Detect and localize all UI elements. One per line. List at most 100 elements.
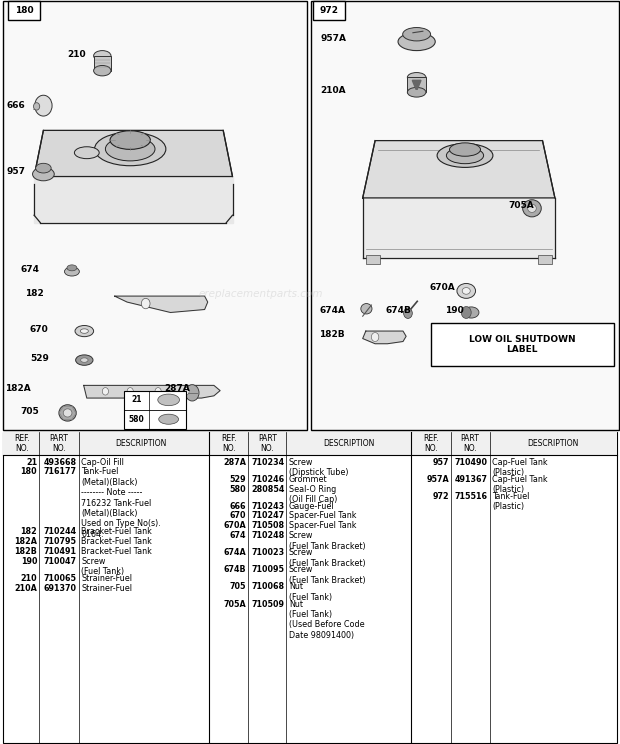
- Ellipse shape: [446, 147, 484, 164]
- Text: 21: 21: [131, 395, 141, 405]
- Text: 670: 670: [30, 325, 48, 334]
- Ellipse shape: [528, 205, 536, 213]
- Text: 287A: 287A: [164, 384, 190, 393]
- Text: 666: 666: [229, 501, 246, 510]
- Polygon shape: [412, 80, 421, 89]
- Text: 580: 580: [229, 484, 246, 493]
- Text: Nut
(Fuel Tank): Nut (Fuel Tank): [289, 583, 332, 602]
- Text: 210A: 210A: [321, 86, 346, 95]
- Text: 670A: 670A: [429, 283, 455, 292]
- Text: PART
NO.: PART NO.: [50, 434, 68, 453]
- Text: 715516: 715516: [455, 492, 488, 501]
- Text: Seal-O Ring
(Oil Fill Cap): Seal-O Ring (Oil Fill Cap): [289, 484, 337, 504]
- Text: 529: 529: [229, 475, 246, 484]
- Bar: [311, 1, 619, 430]
- Text: 674: 674: [229, 531, 246, 540]
- Ellipse shape: [463, 307, 479, 318]
- Ellipse shape: [463, 287, 470, 294]
- Ellipse shape: [63, 409, 72, 417]
- Text: 710068: 710068: [252, 583, 285, 591]
- Ellipse shape: [398, 33, 435, 51]
- Bar: [431, 323, 614, 366]
- Ellipse shape: [33, 167, 55, 181]
- Text: Screw
(Dipstick Tube): Screw (Dipstick Tube): [289, 458, 348, 477]
- Ellipse shape: [94, 65, 111, 76]
- Text: 957A: 957A: [321, 34, 347, 43]
- Text: 972: 972: [432, 492, 449, 501]
- Bar: [3, 1, 307, 430]
- Text: REF.
NO.: REF. NO.: [423, 434, 439, 453]
- Circle shape: [127, 388, 133, 395]
- Polygon shape: [363, 198, 555, 258]
- Ellipse shape: [67, 265, 77, 271]
- Text: 710490: 710490: [455, 458, 488, 466]
- Text: 580: 580: [128, 414, 144, 424]
- Text: Strainer-Fuel: Strainer-Fuel: [81, 574, 132, 583]
- Ellipse shape: [81, 329, 89, 333]
- Text: 710509: 710509: [252, 600, 285, 609]
- Polygon shape: [34, 130, 232, 176]
- Ellipse shape: [450, 143, 480, 156]
- Text: 674B: 674B: [386, 306, 412, 315]
- Text: 674A: 674A: [319, 306, 345, 315]
- Text: Spacer-Fuel Tank: Spacer-Fuel Tank: [289, 522, 356, 530]
- Text: 674B: 674B: [224, 565, 246, 574]
- Text: Bracket-Fuel Tank: Bracket-Fuel Tank: [81, 537, 152, 546]
- Circle shape: [35, 95, 52, 116]
- Text: 710491: 710491: [44, 547, 77, 556]
- Circle shape: [33, 103, 40, 110]
- Ellipse shape: [94, 51, 111, 61]
- Text: Screw
(Fuel Tank): Screw (Fuel Tank): [81, 557, 125, 576]
- Text: Grommet: Grommet: [289, 475, 327, 484]
- Text: 182A: 182A: [14, 537, 37, 546]
- Text: Screw
(Fuel Tank Bracket): Screw (Fuel Tank Bracket): [289, 548, 366, 568]
- Text: 705A: 705A: [223, 600, 246, 609]
- Polygon shape: [363, 141, 555, 198]
- Text: DESCRIPTION: DESCRIPTION: [528, 439, 578, 448]
- Bar: [3, 432, 617, 743]
- Ellipse shape: [59, 405, 76, 421]
- Ellipse shape: [437, 144, 493, 167]
- Text: Cap-Fuel Tank
(Plastic): Cap-Fuel Tank (Plastic): [492, 458, 548, 477]
- Text: 716177: 716177: [44, 467, 77, 476]
- Circle shape: [155, 388, 161, 395]
- Text: 710247: 710247: [252, 511, 285, 521]
- Circle shape: [183, 388, 189, 395]
- Text: Nut
(Fuel Tank)
(Used Before Code
Date 98091400): Nut (Fuel Tank) (Used Before Code Date 9…: [289, 600, 365, 640]
- Text: 705: 705: [20, 407, 39, 416]
- Text: 710244: 710244: [44, 527, 77, 536]
- Text: 210: 210: [67, 50, 86, 59]
- Ellipse shape: [74, 147, 99, 158]
- Polygon shape: [363, 331, 406, 344]
- Text: DESCRIPTION: DESCRIPTION: [116, 439, 167, 448]
- Bar: [124, 391, 186, 429]
- Text: Screw
(Fuel Tank Bracket): Screw (Fuel Tank Bracket): [289, 531, 366, 551]
- Text: Bracket-Fuel Tank: Bracket-Fuel Tank: [81, 547, 152, 556]
- Text: 710095: 710095: [252, 565, 285, 574]
- Bar: [366, 254, 380, 264]
- Text: REF.
NO.: REF. NO.: [221, 434, 237, 453]
- Text: 210A: 210A: [14, 584, 37, 593]
- Text: 180: 180: [20, 467, 37, 476]
- Circle shape: [185, 385, 199, 401]
- Text: 666: 666: [6, 101, 25, 110]
- Circle shape: [102, 388, 108, 395]
- Text: Spacer-Fuel Tank: Spacer-Fuel Tank: [289, 511, 356, 521]
- Text: 691370: 691370: [44, 584, 77, 593]
- Text: Gauge-Fuel: Gauge-Fuel: [289, 501, 335, 510]
- Text: 287A: 287A: [223, 458, 246, 466]
- Circle shape: [371, 333, 379, 341]
- Text: 710047: 710047: [44, 557, 77, 565]
- Circle shape: [404, 308, 412, 318]
- Ellipse shape: [158, 394, 180, 405]
- Text: 710023: 710023: [252, 548, 285, 557]
- Text: 182: 182: [20, 527, 37, 536]
- Ellipse shape: [407, 72, 426, 82]
- Text: DESCRIPTION: DESCRIPTION: [323, 439, 374, 448]
- Bar: [3, 432, 617, 455]
- Text: 710234: 710234: [252, 458, 285, 466]
- Text: REF.
NO.: REF. NO.: [14, 434, 30, 453]
- Ellipse shape: [64, 267, 79, 276]
- Ellipse shape: [76, 355, 93, 365]
- Bar: [407, 77, 426, 92]
